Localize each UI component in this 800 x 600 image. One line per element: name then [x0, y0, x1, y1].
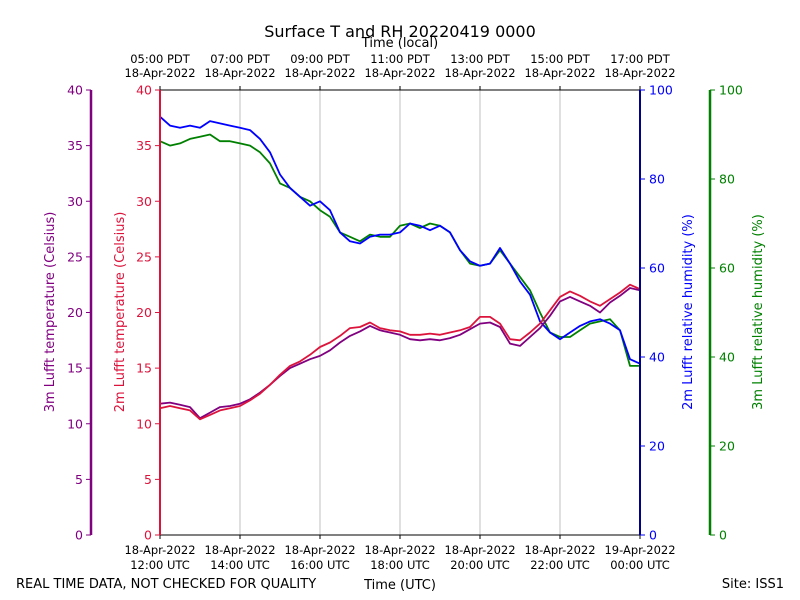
rh3m-tick-label: 60: [719, 261, 735, 276]
series-line-rh3m: [159, 133, 640, 367]
rh2m-tick-label: 40: [649, 350, 665, 365]
x-axis-label: Time (UTC): [363, 578, 436, 593]
x-tick-label-local-time: 11:00 PDT: [370, 52, 431, 66]
gridlines: [239, 90, 561, 535]
x-tick-label-local-date: 18-Apr-2022: [364, 66, 435, 80]
x-tick-label-utc-date: 18-Apr-2022: [204, 543, 275, 557]
t2m-tick-label: 30: [136, 194, 152, 209]
t2m-tick-label: 25: [136, 249, 152, 264]
rh3m-axis-title: 3m Lufft relative humidity (%): [751, 214, 766, 410]
x-tick-label-utc-date: 18-Apr-2022: [284, 543, 355, 557]
x-tick-label-local-date: 18-Apr-2022: [524, 66, 595, 80]
t3m-tick-label: 20: [67, 305, 83, 320]
t2m-tick-label: 5: [144, 472, 152, 487]
x-tick-label-utc-date: 18-Apr-2022: [444, 543, 515, 557]
t3m-tick-label: 0: [75, 528, 83, 543]
t3m-tick-label: 25: [67, 249, 83, 264]
t3m-tick-label: 30: [67, 194, 83, 209]
t3m-axis-title: 3m Lufft temperature (Celsius): [43, 212, 58, 413]
rh3m-tick-label: 80: [719, 172, 735, 187]
t3m-tick-label: 5: [75, 472, 83, 487]
series-line-t3m: [159, 287, 641, 420]
y-axis-ticks: 0 5 10 15 20 25 30 35 40 0 5 10 15 20 25 30 35 40 0 20 40 60 8…: [67, 83, 743, 543]
x-tick-label-utc-date: 18-Apr-2022: [124, 543, 195, 557]
x-tick-label-local-time: 15:00 PDT: [530, 52, 591, 66]
top-axis-label: Time (local): [361, 36, 438, 51]
x-tick-label-utc-time: 18:00 UTC: [370, 558, 430, 572]
x-tick-label-local-date: 18-Apr-2022: [604, 66, 675, 80]
site-label: Site: ISS1: [722, 577, 784, 592]
t3m-tick-label: 40: [67, 83, 83, 98]
x-tick-label-local-date: 18-Apr-2022: [204, 66, 275, 80]
t2m-tick-label: 0: [144, 528, 152, 543]
x-tick-label-local-time: 17:00 PDT: [610, 52, 671, 66]
t3m-tick-label: 10: [67, 416, 83, 431]
t3m-tick-label: 15: [67, 361, 83, 376]
x-tick-label-utc-date: 18-Apr-2022: [364, 543, 435, 557]
x-tick-label-utc-time: 00:00 UTC: [610, 558, 670, 572]
x-tick-label-utc-time: 16:00 UTC: [290, 558, 350, 572]
rh2m-tick-label: 20: [649, 439, 665, 454]
rh2m-tick-label: 100: [649, 83, 673, 98]
series-layer: [159, 116, 641, 421]
rh3m-tick-label: 40: [719, 350, 735, 365]
rh2m-tick-label: 0: [649, 528, 657, 543]
quality-disclaimer: REAL TIME DATA, NOT CHECKED FOR QUALITY: [16, 577, 316, 592]
x-tick-label-local-date: 18-Apr-2022: [124, 66, 195, 80]
x-tick-label-local-time: 05:00 PDT: [130, 52, 191, 66]
x-tick-label-utc-date: 18-Apr-2022: [524, 543, 595, 557]
x-tick-label-utc-time: 20:00 UTC: [450, 558, 510, 572]
x-tick-label-local-time: 09:00 PDT: [290, 52, 351, 66]
t2m-tick-label: 20: [136, 305, 152, 320]
series-line-t2m: [159, 283, 641, 421]
series-line-rh2m: [159, 116, 641, 365]
x-tick-label-local-date: 18-Apr-2022: [284, 66, 355, 80]
chart-title: Surface T and RH 20220419 0000: [264, 22, 536, 41]
rh3m-tick-label: 100: [719, 83, 743, 98]
rh3m-tick-label: 20: [719, 439, 735, 454]
t2m-tick-label: 40: [136, 83, 152, 98]
x-tick-label-utc-time: 12:00 UTC: [130, 558, 190, 572]
x-tick-label-local-date: 18-Apr-2022: [444, 66, 515, 80]
t2m-tick-label: 10: [136, 416, 152, 431]
rh3m-tick-label: 0: [719, 528, 727, 543]
rh2m-axis-title: 2m Lufft relative humidity (%): [681, 214, 696, 410]
x-tick-label-utc-date: 19-Apr-2022: [604, 543, 675, 557]
x-tick-label-local-time: 07:00 PDT: [210, 52, 271, 66]
t2m-tick-label: 35: [136, 138, 152, 153]
t2m-tick-label: 15: [136, 361, 152, 376]
rh2m-tick-label: 60: [649, 261, 665, 276]
t3m-tick-label: 35: [67, 138, 83, 153]
x-tick-label-local-time: 13:00 PDT: [450, 52, 511, 66]
t2m-axis-title: 2m Lufft temperature (Celsius): [113, 212, 128, 413]
x-tick-label-utc-time: 14:00 UTC: [210, 558, 270, 572]
rh2m-tick-label: 80: [649, 172, 665, 187]
x-tick-label-utc-time: 22:00 UTC: [530, 558, 590, 572]
